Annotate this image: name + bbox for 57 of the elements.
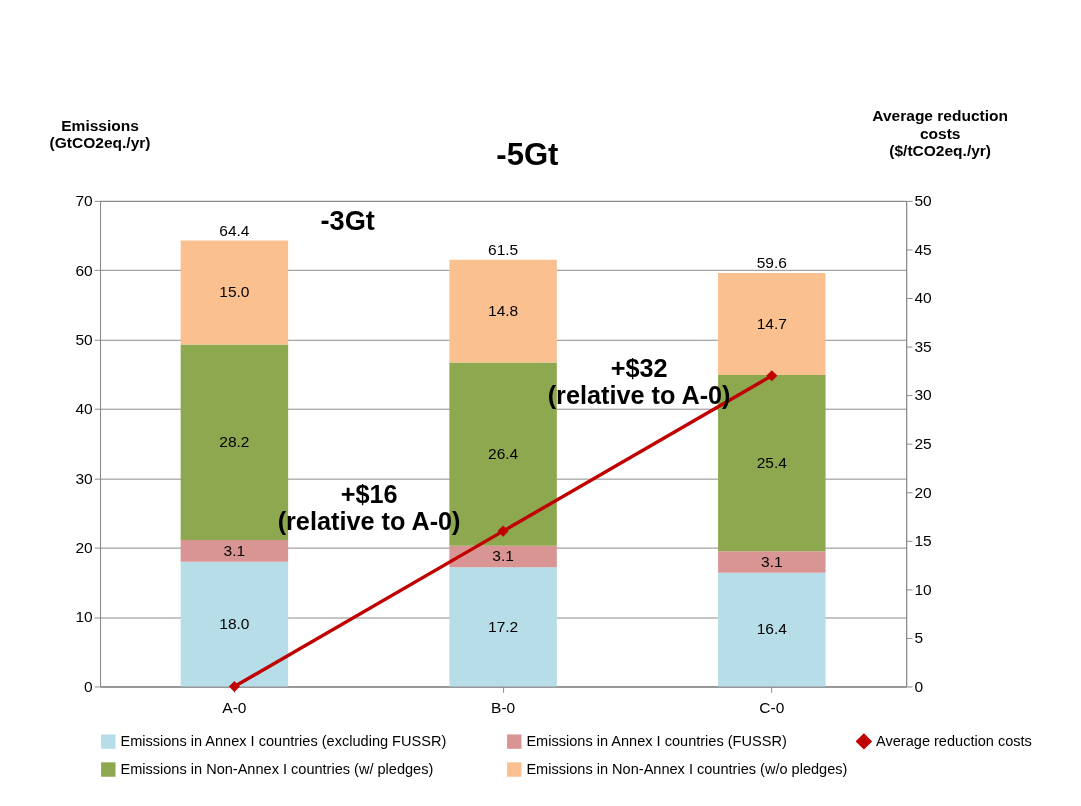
- data-label: 16.4: [756, 620, 788, 638]
- legend-label: Emissions in Annex I countries (FUSSR): [526, 733, 787, 750]
- legend-label: Emissions in Annex I countries (excluding FUSSR): [120, 733, 447, 750]
- y2-tick-label: 5: [914, 629, 924, 647]
- y-tick-label: 40: [75, 400, 94, 418]
- y-tick-label: 30: [75, 469, 94, 487]
- y-tick-label: 10: [75, 608, 94, 626]
- bar: [449, 567, 557, 687]
- data-label: 25.4: [756, 453, 788, 471]
- y2-tick-label: 0: [914, 677, 924, 695]
- y2-tick-label: 20: [914, 483, 933, 501]
- point: [228, 680, 240, 693]
- y2-tick-label: 15: [914, 532, 932, 550]
- y2-tick-label: 45: [914, 240, 932, 258]
- data-label: 15.0: [219, 283, 250, 301]
- bar: [180, 540, 289, 562]
- data-label: 3.1: [492, 547, 514, 565]
- data-label: 3.1: [761, 552, 783, 570]
- y2-tick-label: 25: [914, 435, 932, 453]
- data-label: 3.1: [223, 541, 246, 559]
- text: -5Gt: [496, 136, 559, 172]
- legend-label: Emissions in Non-Annex I countries (w/o pledges): [526, 761, 848, 778]
- bar: [449, 259, 557, 363]
- bar: [180, 240, 289, 345]
- total-label: 59.6: [756, 254, 787, 272]
- y-tick-label: 0: [84, 677, 94, 695]
- data-label: 17.2: [488, 617, 519, 635]
- x-tick-label: A-0: [222, 699, 247, 717]
- y-tick-label: 20: [75, 539, 94, 557]
- bar: [718, 572, 826, 687]
- y2-tick-label: 40: [914, 289, 933, 307]
- data-label: 14.8: [488, 302, 519, 320]
- y-tick-label: 50: [75, 330, 94, 348]
- data-label: 26.4: [488, 444, 519, 462]
- annotation: -3Gt: [320, 205, 375, 237]
- y-axis-title: Emissions (GtCO2eq./yr): [49, 116, 151, 152]
- x-tick-label: C-0: [759, 699, 785, 717]
- y-tick-label: 70: [75, 192, 94, 210]
- bar: [180, 561, 289, 687]
- y2-tick-label: 35: [914, 337, 932, 355]
- data-label: 28.2: [219, 433, 250, 451]
- bar: [718, 273, 826, 376]
- point: [766, 370, 778, 382]
- bar: [718, 551, 826, 573]
- total-label: 61.5: [488, 240, 519, 258]
- y2-tick-label: 10: [914, 580, 933, 598]
- y-tick-label: 60: [75, 261, 94, 279]
- y2-tick-label: 30: [914, 386, 933, 404]
- point: [497, 525, 509, 537]
- y2-axis-title: Average reduction costs ($/tCO2eq./yr): [872, 107, 1008, 160]
- total-label: 64.4: [219, 221, 250, 239]
- data-label: 14.7: [756, 314, 787, 332]
- x-tick-label: B-0: [491, 699, 516, 717]
- data-label: 18.0: [219, 614, 250, 632]
- legend-label: Emissions in Non-Annex I countries (w/ pledges): [120, 761, 434, 778]
- y2-tick-label: 50: [914, 192, 933, 210]
- legend-label: Average reduction costs: [876, 733, 1032, 750]
